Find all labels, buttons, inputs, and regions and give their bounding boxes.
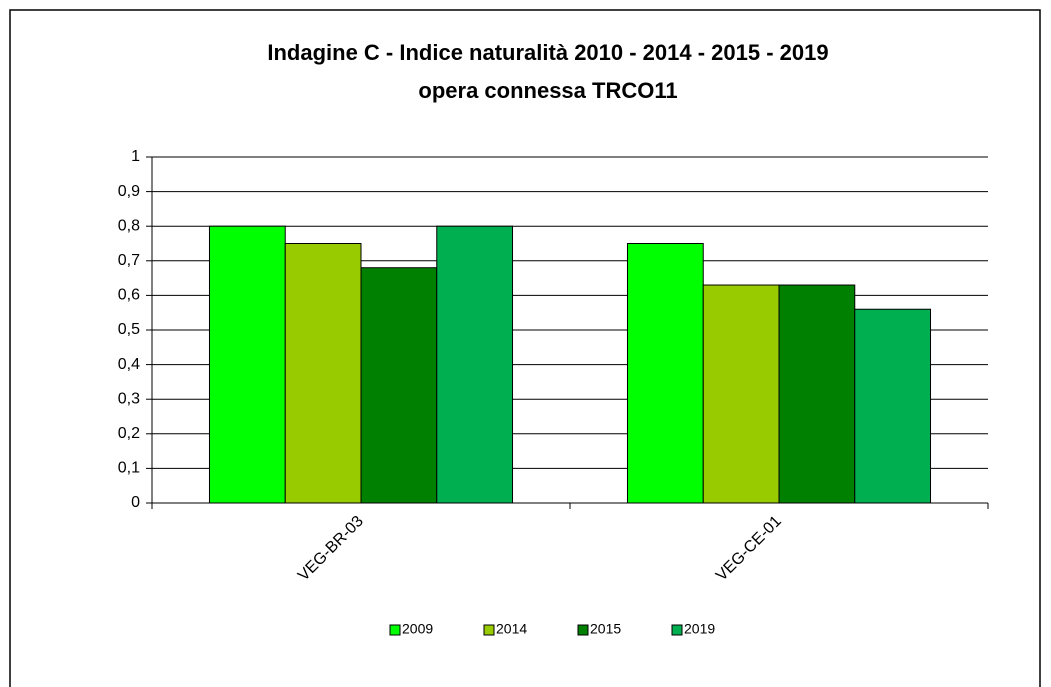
y-tick-label: 0,5 <box>118 321 140 338</box>
y-tick-label: 0,9 <box>118 183 140 200</box>
bar <box>436 225 514 504</box>
y-tick-label: 0,8 <box>118 217 140 234</box>
legend-swatch <box>577 624 589 636</box>
y-tick-label: 0,7 <box>118 252 140 269</box>
bar <box>702 284 780 504</box>
y-tick-label: 0,6 <box>118 287 140 304</box>
legend-label: 2009 <box>402 621 433 637</box>
y-tick-label: 0 <box>131 494 140 511</box>
chart-title: Indagine C - Indice naturalità 2010 - 20… <box>267 40 828 65</box>
bar <box>626 243 704 504</box>
chart-title: opera connessa TRCO11 <box>418 78 677 103</box>
bar <box>778 284 856 504</box>
legend-swatch <box>671 624 683 636</box>
bar <box>854 308 932 504</box>
legend-swatch <box>389 624 401 636</box>
bar <box>284 243 362 504</box>
y-tick-label: 0,2 <box>118 425 140 442</box>
bar <box>208 225 286 504</box>
legend-label: 2019 <box>684 621 715 637</box>
y-tick-label: 0,3 <box>118 390 140 407</box>
legend-label: 2014 <box>496 621 527 637</box>
y-tick-label: 0,1 <box>118 460 140 477</box>
legend-label: 2015 <box>590 621 621 637</box>
legend-swatch <box>483 624 495 636</box>
bar <box>360 267 438 504</box>
y-tick-label: 0,4 <box>118 356 140 373</box>
y-tick-label: 1 <box>131 148 140 165</box>
